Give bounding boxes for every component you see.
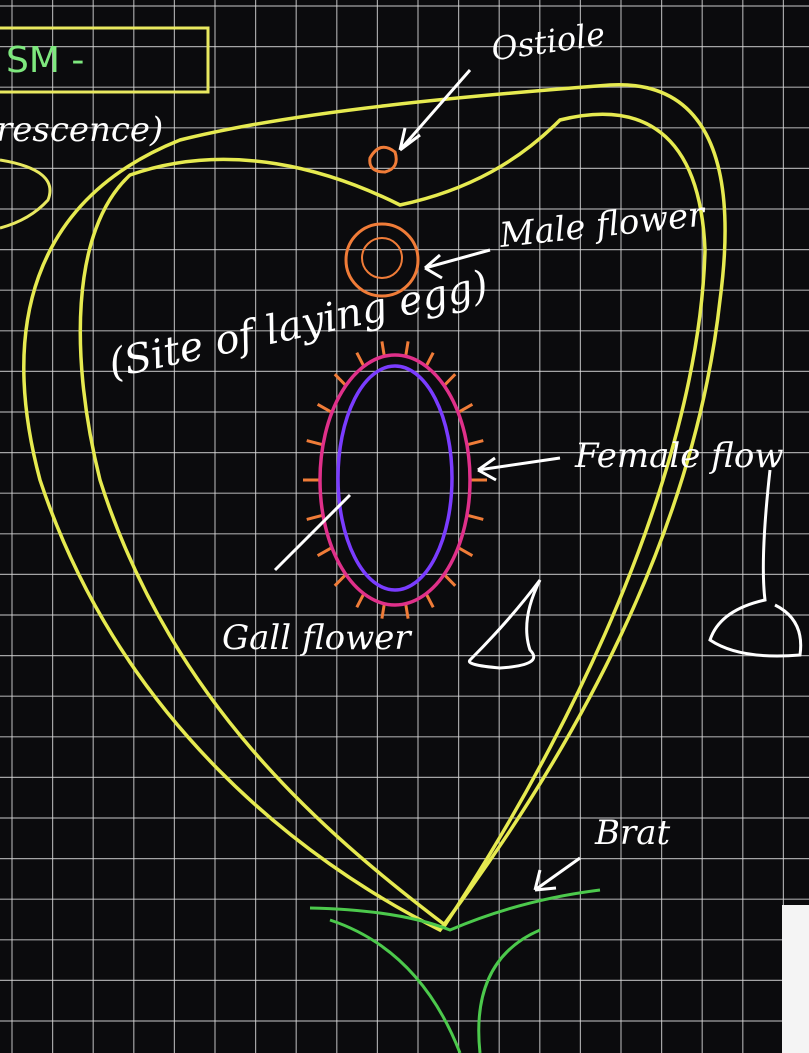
label-gall-flower: Gall flower [222, 618, 412, 658]
label-female-flower: Female flow [574, 436, 783, 476]
partial-text: rescence) [0, 110, 163, 150]
side-panel [782, 905, 809, 1053]
board: SM - rescence) Ostiole Male flower (Site… [0, 0, 809, 1053]
heading: SM - [6, 40, 84, 81]
label-bract: Brat [594, 813, 671, 853]
